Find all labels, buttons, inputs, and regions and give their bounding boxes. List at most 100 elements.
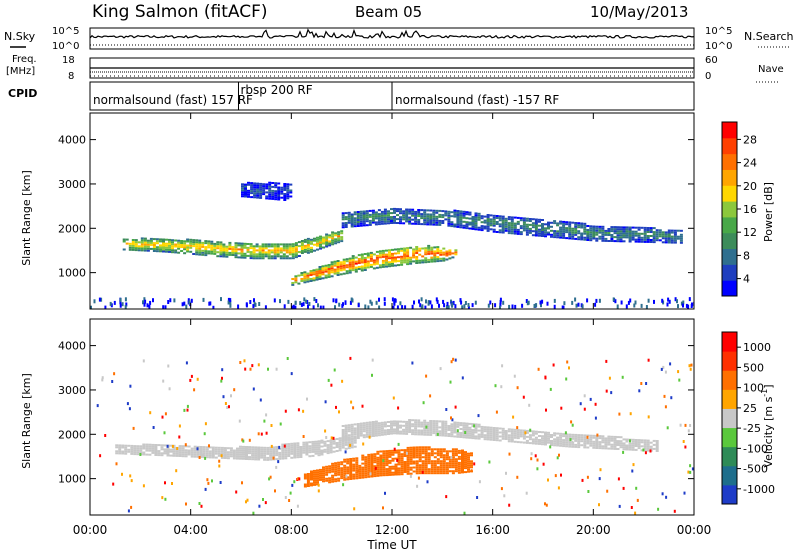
power-cell <box>258 249 262 252</box>
velocity-cell <box>429 428 433 430</box>
velocity-cell <box>160 452 164 455</box>
velocity-cell <box>391 459 395 462</box>
power-cell <box>380 220 384 223</box>
power-cell <box>306 247 310 250</box>
velocity-cell <box>391 471 395 474</box>
velocity-cell <box>467 456 470 459</box>
velocity-cell <box>634 443 638 445</box>
power-cell <box>415 262 419 264</box>
velocity-cell <box>580 444 584 447</box>
power-cell <box>351 265 355 268</box>
power-cell <box>315 276 319 279</box>
power-cell <box>405 216 409 219</box>
velocity-cell <box>364 464 368 467</box>
velocity-cell <box>163 444 167 447</box>
power-colorbar-swatch <box>722 153 737 170</box>
cpid-segment-label: rbsp 200 RF <box>240 83 312 97</box>
velocity-cell <box>361 472 365 475</box>
power-noise-cell <box>300 302 303 307</box>
velocity-cell <box>361 458 365 461</box>
power-cell <box>534 228 538 231</box>
power-cell <box>360 259 364 262</box>
velocity-cell <box>424 466 428 469</box>
power-cell <box>637 234 641 237</box>
velocity-cell <box>574 443 578 446</box>
power-cell <box>339 267 343 270</box>
velocity-cell <box>402 428 406 431</box>
velocity-cell <box>293 444 297 447</box>
power-noise-cell <box>146 303 149 308</box>
velocity-cell <box>405 426 409 429</box>
power-cell <box>270 249 274 252</box>
power-cell <box>264 247 268 250</box>
power-noise-cell <box>687 304 690 309</box>
power-cell <box>267 243 271 246</box>
power-cell <box>430 252 434 255</box>
power-cell <box>280 190 284 193</box>
velocity-cell <box>284 443 288 446</box>
power-cell <box>321 269 325 272</box>
power-cell <box>336 260 340 262</box>
power-cell <box>261 255 265 258</box>
noise-right-tick-bottom: 10^0 <box>705 41 732 52</box>
power-noise-cell <box>661 298 664 303</box>
velocity-cell <box>211 454 215 457</box>
velocity-cell <box>450 433 454 436</box>
power-cell <box>371 217 375 220</box>
velocity-cell <box>427 456 431 459</box>
velocity-cell <box>655 442 659 444</box>
power-cell <box>619 234 623 237</box>
power-cell <box>306 274 310 277</box>
power-cell <box>504 225 508 228</box>
velocity-cell <box>534 442 538 445</box>
power-cell <box>155 240 159 243</box>
velocity-noise-cell <box>126 402 129 406</box>
velocity-noise-cell <box>350 400 353 404</box>
velocity-cell <box>341 440 345 443</box>
velocity-cell <box>397 451 401 454</box>
velocity-cell <box>483 436 487 439</box>
velocity-cell <box>541 443 544 446</box>
power-cell <box>262 187 266 190</box>
power-cell <box>541 225 544 227</box>
power-cell <box>347 213 351 216</box>
velocity-cell <box>316 473 319 476</box>
velocity-noise-cell <box>245 500 247 504</box>
power-cell <box>420 213 424 216</box>
velocity-cell <box>290 444 294 447</box>
velocity-cell <box>531 430 535 433</box>
power-cell <box>249 255 253 258</box>
power-cell <box>198 253 202 256</box>
velocity-cell <box>317 444 321 447</box>
velocity-cell <box>236 457 239 460</box>
velocity-cell <box>364 468 368 471</box>
velocity-cell <box>245 458 248 460</box>
velocity-cell <box>643 441 647 444</box>
velocity-cell <box>592 444 596 447</box>
power-cell <box>589 233 593 236</box>
velocity-noise-cell <box>161 496 164 500</box>
velocity-cell <box>263 452 267 455</box>
power-noise-cell <box>595 298 598 303</box>
power-cell <box>331 241 335 244</box>
velocity-noise-cell <box>429 394 432 398</box>
power-cell <box>198 239 202 242</box>
power-cell <box>424 257 428 260</box>
power-cell <box>362 224 366 227</box>
velocity-noise-cell <box>542 462 545 466</box>
velocity-cell <box>406 448 410 451</box>
velocity-cell <box>574 445 578 448</box>
power-cell <box>477 214 481 217</box>
power-cell <box>652 231 656 234</box>
velocity-noise-cell <box>409 474 412 478</box>
velocity-cell <box>394 449 398 452</box>
freq-right-tick-bottom: 0 <box>705 71 711 82</box>
velocity-cell <box>350 433 354 436</box>
velocity-cell <box>245 456 248 458</box>
power-cell <box>577 224 581 227</box>
power-cell <box>421 259 425 262</box>
velocity-cell <box>148 453 152 456</box>
velocity-cell <box>468 426 472 429</box>
power-cell <box>616 238 620 241</box>
velocity-cell <box>457 449 461 452</box>
